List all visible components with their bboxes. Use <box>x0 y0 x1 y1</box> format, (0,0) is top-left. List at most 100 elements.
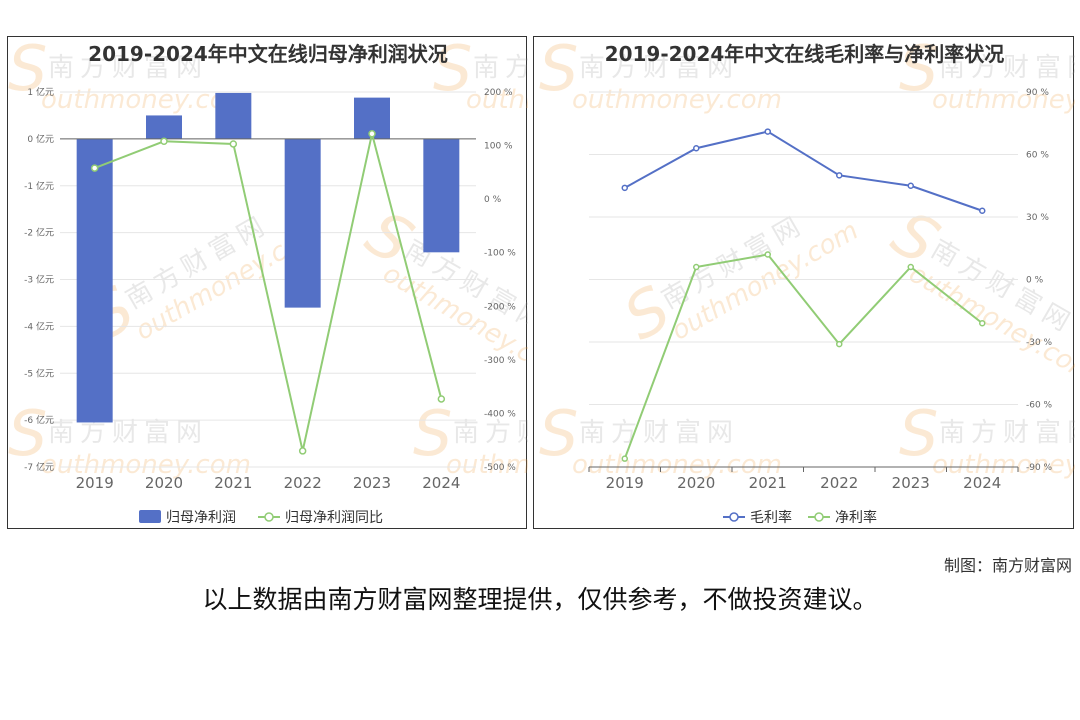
chart-title: 2019-2024年中文在线毛利率与净利率状况 <box>605 42 1005 66</box>
net-profit-chart: S南方财富网outhmoney.comS南方财富网outhmoney.comS南… <box>8 37 528 526</box>
y-left-tick-label: -1 亿元 <box>24 180 54 192</box>
y-right-tick-label: 60 % <box>1026 151 1049 161</box>
y-right-tick-label: 200 % <box>484 88 513 98</box>
yoy-point <box>437 395 446 403</box>
chart-title: 2019-2024年中文在线归母净利润状况 <box>88 42 448 66</box>
legend-line-marker <box>264 512 274 522</box>
y-left-tick-label: -6 亿元 <box>24 414 54 426</box>
gross-margin-point <box>836 172 843 179</box>
x-tick-label: 2022 <box>284 474 322 492</box>
watermark-logo-icon: S <box>539 37 578 105</box>
y-left-tick-label: -5 亿元 <box>24 367 54 379</box>
net-margin-point <box>693 263 700 271</box>
y-right-tick-label: -500 % <box>484 463 516 473</box>
net-margin-point <box>979 320 986 327</box>
y-right-tick-label: -60 % <box>1026 401 1053 411</box>
watermark-cn: 南方财富网 <box>939 53 1075 83</box>
y-left-tick-label: -7 亿元 <box>24 461 54 473</box>
chart-credit: 制图：南方财富网 <box>943 556 1072 575</box>
watermark-logo-icon: S <box>8 37 47 105</box>
y-right-tick-label: -300 % <box>484 356 516 366</box>
watermark-logo-icon: S <box>413 397 452 470</box>
bar <box>215 92 252 139</box>
x-tick-label: 2020 <box>145 474 183 492</box>
legend-bar-swatch <box>139 510 161 523</box>
y-right-tick-label: 0 % <box>1026 276 1044 286</box>
y-left-tick-label: 0 亿元 <box>27 133 54 145</box>
x-tick-label: 2020 <box>677 474 715 492</box>
disclaimer-text: 以上数据由南方财富网整理提供，仅供参考，不做投资建议。 <box>202 585 878 614</box>
x-tick-label: 2024 <box>963 474 1001 492</box>
watermark-cn: 南方财富网 <box>579 53 739 83</box>
watermark-cn: 南方财富网 <box>579 418 739 448</box>
gross-margin-point <box>621 184 628 192</box>
gross-margin-point <box>979 207 986 214</box>
y-right-tick-label: 100 % <box>484 142 513 152</box>
watermark-logo-icon: S <box>539 397 578 470</box>
x-tick-label: 2021 <box>214 474 252 492</box>
y-right-tick-label: 90 % <box>1026 88 1049 98</box>
y-right-tick-label: -90 % <box>1026 463 1053 473</box>
y-left-tick-label: -2 亿元 <box>24 227 54 239</box>
x-tick-label: 2022 <box>820 474 858 492</box>
watermark-en: outhmoney.com <box>932 85 1075 115</box>
legend-line-marker <box>729 512 739 522</box>
net-margin-point <box>621 455 628 462</box>
legend-label: 净利率 <box>835 509 877 526</box>
net-margin-line <box>623 253 983 460</box>
right-chart-panel: S 南方财富网 outhmoney.com S 南方财富网 outhmoney.com S 南… <box>533 36 1075 529</box>
yoy-line <box>94 133 443 452</box>
net-margin-point <box>764 251 771 258</box>
x-tick-label: 2021 <box>749 474 787 492</box>
yoy-point <box>368 130 376 138</box>
legend-line-marker <box>814 512 824 522</box>
watermark-en: outhmoney.com <box>446 450 528 480</box>
bar <box>284 138 321 308</box>
gross-margin-point <box>764 128 771 135</box>
yoy-point <box>90 164 99 172</box>
watermark-logo-icon: S <box>899 397 938 470</box>
watermark-en: outhmoney.com <box>572 85 782 115</box>
watermark-en: outhmoney.com <box>466 85 528 115</box>
net-margin-point <box>907 263 914 271</box>
watermark-en: outhmoney.com <box>572 450 782 480</box>
watermark-en: outhmoney.com <box>932 450 1075 480</box>
y-right-tick-label: -200 % <box>484 302 516 312</box>
watermark-cn: 南方财富网 <box>48 53 208 83</box>
bar <box>146 115 182 139</box>
x-tick-label: 2019 <box>76 474 114 492</box>
y-right-tick-label: 0 % <box>484 195 502 205</box>
watermark-cn: 南方财富网 <box>453 418 528 448</box>
watermark-cn: 南方财富网 <box>48 418 208 448</box>
yoy-point <box>229 140 238 148</box>
y-left-tick-label: -4 亿元 <box>24 320 54 332</box>
legend-label: 毛利率 <box>750 509 792 526</box>
gross-margin-point <box>907 182 914 189</box>
watermark-logo-icon: S <box>8 397 47 470</box>
y-left-tick-label: -3 亿元 <box>24 274 54 286</box>
watermark-logo-icon: S <box>433 37 472 105</box>
net-margin-point <box>836 340 843 348</box>
x-tick-label: 2023 <box>892 474 930 492</box>
y-right-tick-label: -100 % <box>484 249 516 259</box>
x-tick-label: 2019 <box>606 474 644 492</box>
x-tick-label: 2024 <box>422 474 460 492</box>
x-tick-label: 2023 <box>353 474 391 492</box>
legend-label: 归母净利润同比 <box>285 509 383 526</box>
bar <box>76 138 113 423</box>
watermark-logo-icon: S <box>899 37 938 105</box>
watermark-cn: 南方财富网 <box>939 418 1075 448</box>
legend-label: 归母净利润 <box>166 509 236 526</box>
gross-margin-line <box>624 130 983 212</box>
y-right-tick-label: -400 % <box>484 409 516 419</box>
bar <box>423 138 460 253</box>
left-chart-panel: S南方财富网outhmoney.comS南方财富网outhmoney.comS南… <box>7 36 528 529</box>
